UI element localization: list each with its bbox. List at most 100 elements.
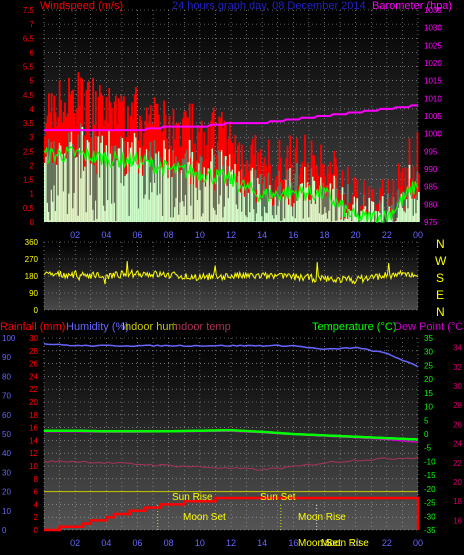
wind-gap bbox=[396, 201, 399, 218]
wind-avg-bar bbox=[409, 194, 412, 222]
temp-time-tick-label: 04 bbox=[101, 538, 111, 548]
wind-avg-bar bbox=[333, 175, 336, 222]
wind-gap bbox=[174, 167, 176, 208]
barometer-tick-label: 1030 bbox=[424, 24, 442, 33]
wind-gap bbox=[77, 134, 80, 216]
wind-avg-bar bbox=[204, 186, 207, 222]
wind-avg-bar bbox=[194, 173, 196, 222]
indoor-temp-line bbox=[43, 456, 419, 471]
wind-avg-bar bbox=[125, 174, 128, 222]
wind-gap bbox=[237, 176, 239, 209]
dewpoint-tick-label: 24 bbox=[453, 440, 462, 449]
wind-gap bbox=[290, 182, 293, 207]
wind-gap bbox=[128, 171, 131, 216]
wind-gap bbox=[179, 173, 182, 203]
wind-time-tick-label: 08 bbox=[164, 230, 174, 240]
wind-avg-bar bbox=[258, 184, 261, 222]
wind-gap bbox=[266, 195, 269, 214]
wind-avg-bar bbox=[206, 175, 208, 222]
wind-gap bbox=[66, 153, 69, 215]
wind-avg-bar bbox=[340, 219, 342, 222]
wind-avg-bar bbox=[82, 170, 85, 222]
wind-avg-bar bbox=[132, 164, 135, 222]
wind-avg-bar bbox=[316, 190, 318, 222]
temperature-tick-label: -30 bbox=[424, 512, 436, 521]
wind-gap bbox=[249, 188, 251, 213]
rain-tick-label: 14 bbox=[29, 436, 38, 445]
wind-gap bbox=[80, 123, 82, 179]
wind-gap bbox=[153, 140, 156, 183]
wind-avg-bar bbox=[152, 169, 155, 222]
wind-avg-bar bbox=[381, 196, 384, 222]
indoor-temp-label: Indoor temp bbox=[172, 321, 231, 333]
temp-time-tick-label: 18 bbox=[319, 538, 329, 548]
moon-rise-label: Moon Rise bbox=[298, 512, 346, 523]
dir-label-w: W bbox=[435, 254, 447, 268]
wind-avg-bar bbox=[274, 196, 277, 222]
temp-time-tick-label: 14 bbox=[257, 538, 267, 548]
rain-tick-label: 2 bbox=[34, 513, 39, 522]
temperature-tick-label: -35 bbox=[424, 526, 436, 535]
wind-avg-bar bbox=[70, 131, 73, 222]
wind-gap bbox=[72, 144, 74, 209]
wind-gap bbox=[416, 171, 419, 200]
wind-avg-bar bbox=[353, 196, 356, 222]
windspeed-tick-label: 6.5 bbox=[23, 34, 35, 43]
wind-gap bbox=[200, 157, 203, 217]
wind-avg-bar bbox=[187, 162, 190, 222]
wind-avg-bar bbox=[337, 203, 340, 222]
wind-gap bbox=[68, 132, 70, 194]
wind-avg-bar bbox=[411, 198, 414, 222]
wind-gap bbox=[218, 150, 221, 205]
barometer-tick-label: 980 bbox=[424, 200, 438, 209]
wind-gap bbox=[279, 182, 282, 221]
wind-avg-bar bbox=[297, 197, 300, 222]
wind-avg-bar bbox=[191, 151, 194, 222]
wind-avg-bar bbox=[403, 210, 405, 222]
wind-gap bbox=[183, 159, 186, 207]
wind-avg-bar bbox=[207, 168, 210, 222]
wind-gap bbox=[89, 163, 92, 196]
wind-gap bbox=[407, 188, 410, 209]
dewpoint-tick-label: 32 bbox=[453, 363, 462, 372]
windspeed-tick-label: 7.5 bbox=[23, 6, 35, 15]
barometer-tick-label: 990 bbox=[424, 165, 438, 174]
wind-avg-bar bbox=[155, 153, 157, 222]
wind-time-tick-label: 14 bbox=[257, 230, 267, 240]
windspeed-tick-label: 3 bbox=[30, 133, 35, 142]
temperature-tick-label: 25 bbox=[424, 361, 433, 370]
wind-avg-bar bbox=[270, 199, 273, 222]
wind-gap bbox=[397, 189, 400, 208]
dewpoint-tick-label: 18 bbox=[453, 497, 462, 506]
wind-avg-bar bbox=[101, 135, 104, 222]
wind-avg-bar bbox=[314, 204, 317, 222]
wind-avg-bar bbox=[345, 212, 348, 222]
wind-avg-bar bbox=[400, 193, 403, 222]
wind-gap bbox=[115, 145, 117, 222]
wind-gap bbox=[245, 189, 247, 216]
temp-time-tick-label: 16 bbox=[288, 538, 298, 548]
humidity-tick-label: 10 bbox=[2, 507, 11, 516]
wind-time-tick-label: 16 bbox=[288, 230, 298, 240]
humidity-line bbox=[43, 343, 419, 368]
moon-rise-label-2: Moon Rise bbox=[321, 538, 369, 549]
direction-marks bbox=[43, 261, 419, 285]
direction-tick-label: 270 bbox=[25, 255, 39, 264]
wind-avg-bar bbox=[69, 142, 72, 222]
temperature-tick-label: 15 bbox=[424, 389, 433, 398]
indoor-hum-label: Indoor hum bbox=[122, 321, 178, 333]
wind-gap bbox=[137, 173, 140, 209]
wind-time-tick-label: 22 bbox=[382, 230, 392, 240]
wind-avg-bar bbox=[305, 187, 308, 222]
wind-time-tick-label: 10 bbox=[195, 230, 205, 240]
windspeed-tick-label: 5 bbox=[30, 77, 35, 86]
wind-gap bbox=[107, 152, 109, 201]
temperature-tick-label: 10 bbox=[424, 403, 433, 412]
temp-time-tick-label: 08 bbox=[164, 538, 174, 548]
wind-gap bbox=[393, 221, 396, 222]
wind-gap bbox=[363, 194, 365, 210]
temperature-tick-label: -25 bbox=[424, 499, 436, 508]
wind-avg-bar bbox=[160, 167, 163, 222]
wind-time-tick-label: 12 bbox=[226, 230, 236, 240]
wind-gap bbox=[278, 170, 281, 197]
